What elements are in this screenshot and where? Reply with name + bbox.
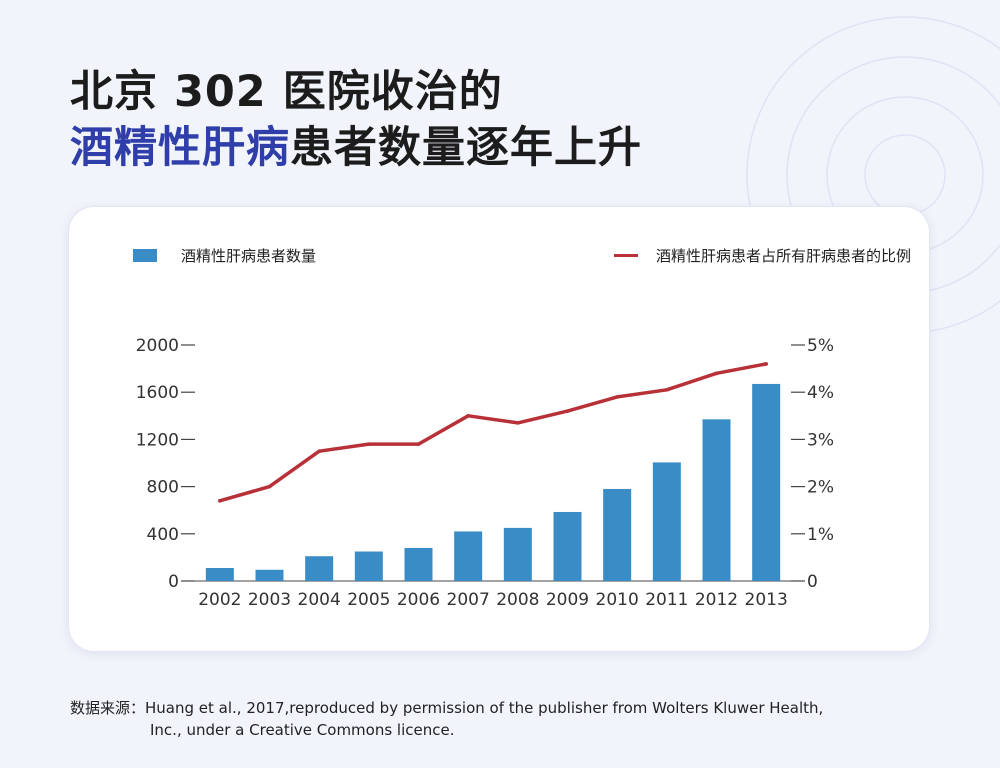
x-tick-label: 2008	[496, 590, 539, 610]
x-tick-label: 2006	[397, 590, 440, 610]
title-line-1: 北京 302 医院收治的	[70, 67, 503, 117]
y-right-tick-label: 5%	[807, 336, 834, 356]
bar	[553, 511, 582, 581]
ratio-point	[367, 442, 371, 446]
x-tick-label: 2011	[645, 590, 688, 610]
bar	[752, 383, 781, 581]
title-line-2-rest: 患者数量逐年上升	[290, 123, 642, 173]
bar	[454, 531, 483, 581]
bar	[404, 547, 433, 581]
ratio-point	[764, 362, 768, 366]
x-tick-label: 2012	[695, 590, 738, 610]
x-tick-label: 2005	[347, 590, 390, 610]
combo-chart: 0 400 800 1200 1600 2000 0 1% 2% 3% 4% 5% 2002 2003 20…	[136, 336, 834, 610]
legend-line-label: 酒精性肝病患者占所有肝病患者的比例	[655, 247, 911, 265]
bar	[354, 551, 383, 581]
bar	[503, 527, 532, 581]
ratio-line	[218, 362, 768, 503]
ratio-point	[665, 388, 669, 392]
x-tick-label: 2009	[546, 590, 589, 610]
ratio-point	[267, 484, 272, 489]
legend-line-series: 酒精性肝病患者占所有肝病患者的比例	[613, 245, 911, 266]
bar	[255, 569, 284, 581]
legend-line-swatch	[613, 254, 638, 257]
y-left-tick-label: 400	[147, 525, 179, 545]
ratio-point	[516, 421, 520, 425]
ratio-point	[615, 395, 619, 399]
bar	[702, 419, 731, 581]
bar	[652, 462, 681, 581]
legend-bar-swatch	[133, 249, 157, 262]
legend-bar-series: 酒精性肝病患者数量	[133, 245, 316, 266]
x-tick-label: 2013	[745, 590, 788, 610]
y-right-tick-label: 1%	[807, 525, 834, 545]
bar	[205, 568, 234, 581]
ratio-point	[416, 442, 421, 446]
x-tick-label: 2002	[198, 590, 241, 610]
y-left-tick-label: 1600	[136, 383, 179, 403]
ratio-point	[317, 449, 321, 453]
source-note: 数据来源：Huang et al., 2017,reproduced by pe…	[70, 697, 823, 741]
y-right-tick-label: 3%	[807, 430, 834, 450]
ratio-point	[218, 498, 222, 503]
y-left-tick-label: 800	[147, 478, 179, 498]
ratio-point	[565, 409, 570, 413]
page-title: 北京 302 医院收治的 酒精性肝病患者数量逐年上升	[70, 64, 642, 176]
x-tick-label: 2004	[298, 590, 341, 610]
bar	[603, 488, 632, 581]
chart-card: 酒精性肝病患者数量 酒精性肝病患者占所有肝病患者的比例 0 400 800 1200 1…	[68, 206, 930, 652]
y-left-tick-label: 0	[168, 572, 179, 592]
legend-bar-label: 酒精性肝病患者数量	[181, 247, 317, 265]
source-text-1: Huang et al., 2017,reproduced by permiss…	[145, 699, 824, 717]
y-right-tick-label: 4%	[807, 383, 834, 403]
ratio-point	[714, 371, 719, 376]
source-label: 数据来源：	[70, 699, 146, 717]
y-left-tick-label: 2000	[136, 336, 179, 356]
y-left-tick-label: 1200	[136, 430, 179, 450]
x-tick-label: 2007	[447, 590, 490, 610]
y-right-tick-label: 0	[807, 572, 818, 592]
source-text-2: Inc., under a Creative Commons licence.	[150, 721, 455, 739]
x-tick-label: 2010	[596, 590, 639, 610]
bar	[305, 556, 334, 581]
title-highlight: 酒精性肝病	[70, 123, 290, 173]
y-right-tick-label: 2%	[807, 478, 834, 498]
x-tick-label: 2003	[248, 590, 291, 610]
ratio-point	[466, 414, 470, 418]
